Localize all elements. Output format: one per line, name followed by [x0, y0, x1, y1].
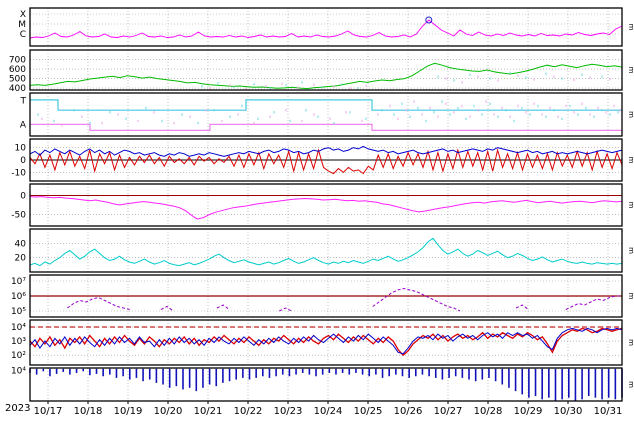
y-tick-label: -10: [11, 168, 26, 178]
y-tick-label: 600: [9, 65, 26, 75]
panel-border: [29, 319, 623, 366]
panel-geomagnetic-index: 0 -50 m: [11, 183, 634, 227]
panel-density: 40 20 m: [15, 228, 634, 273]
y-tick-label: 10⁵: [11, 307, 26, 317]
x-axis-tick-label: 10/28: [474, 406, 503, 417]
right-axis-label: m: [627, 24, 634, 31]
panel-border: [29, 49, 623, 91]
y-tick-label: X: [20, 10, 26, 20]
x-axis-tick-label: 10/23: [274, 406, 303, 417]
y-tick-label: 0: [20, 191, 26, 201]
right-axis-label: m: [627, 293, 634, 300]
panel-border: [29, 274, 623, 318]
y-tick-label: 20: [15, 254, 27, 264]
x-axis-tick-label: 10/17: [34, 406, 63, 417]
y-tick-label: 400: [9, 84, 26, 94]
y-tick-label: 700: [9, 56, 26, 66]
series-electron-red: [29, 327, 623, 357]
y-tick-label: 10: [15, 144, 27, 154]
panel-border: [29, 138, 623, 182]
panel-imf-components: 10 0 -10 m: [11, 138, 634, 182]
x-axis-year-label: 2023: [5, 403, 31, 414]
right-axis-label: m: [627, 339, 634, 346]
panel-border: [29, 183, 623, 227]
y-tick-label: 10⁶: [11, 292, 26, 302]
x-axis-tick-label: 10/24: [314, 406, 343, 417]
x-axis-tick-label: 10/20: [154, 406, 183, 417]
y-tick-label: 10⁴: [11, 366, 26, 376]
panel-proton-flux: 10⁷ 10⁶ 10⁵ m: [11, 274, 634, 318]
panel-daily-bars: 10⁴ m: [11, 366, 634, 402]
y-tick-label: T: [20, 97, 27, 107]
y-tick-label: 500: [9, 75, 26, 85]
series-density: [29, 237, 623, 267]
x-axis-tick-label: 10/27: [434, 406, 463, 417]
right-axis-label: m: [627, 381, 634, 388]
series-speed: [29, 62, 623, 90]
series-bz-red: [29, 148, 623, 175]
y-tick-label: 10⁷: [11, 277, 26, 287]
series-proton: [67, 287, 622, 312]
panel-border: [29, 228, 623, 273]
panel-electron-flux: 10⁴ 10³ 10² m: [11, 319, 634, 366]
y-tick-label: 40: [15, 239, 27, 249]
y-tick-label: 10²: [11, 351, 26, 361]
x-axis-tick-label: 10/19: [114, 406, 143, 417]
panel-xray-flux: XMCm: [18, 7, 634, 47]
x-axis-tick-label: 10/31: [594, 406, 623, 417]
x-axis-tick-label: 10/29: [514, 406, 543, 417]
y-tick-label: C: [20, 30, 26, 40]
x-axis-tick-label: 10/30: [554, 406, 583, 417]
series-dst: [29, 196, 623, 220]
series-bt-blue: [29, 145, 623, 157]
right-axis-label: m: [627, 67, 634, 74]
panel-border: [29, 7, 623, 47]
x-axis-tick-label: 10/26: [394, 406, 423, 417]
y-tick-label: M: [18, 20, 26, 30]
series-xray: [29, 19, 623, 39]
y-tick-label: 0: [20, 156, 26, 166]
series-electron-blue: [29, 327, 623, 355]
right-axis-label: m: [627, 202, 634, 209]
panel-t-a-indices: T Am: [20, 92, 634, 137]
y-tick-label: 10³: [11, 337, 26, 347]
panel-border: [29, 92, 623, 137]
panel-border: [29, 367, 623, 402]
right-axis-label: m: [627, 157, 634, 164]
flare-marker: [425, 16, 433, 24]
x-axis-tick-label: 10/21: [194, 406, 223, 417]
right-axis-label: m: [627, 247, 634, 254]
x-axis-tick-label: 10/22: [234, 406, 263, 417]
right-axis-label: m: [627, 111, 634, 118]
y-tick-label: A: [20, 120, 27, 130]
series-t-step: [30, 99, 622, 111]
y-tick-label: 10⁴: [11, 323, 26, 333]
x-axis-tick-label: 10/25: [354, 406, 383, 417]
x-axis-tick-label: 10/18: [74, 406, 103, 417]
series-a-step: [30, 123, 622, 131]
y-tick-label: -50: [11, 211, 26, 221]
